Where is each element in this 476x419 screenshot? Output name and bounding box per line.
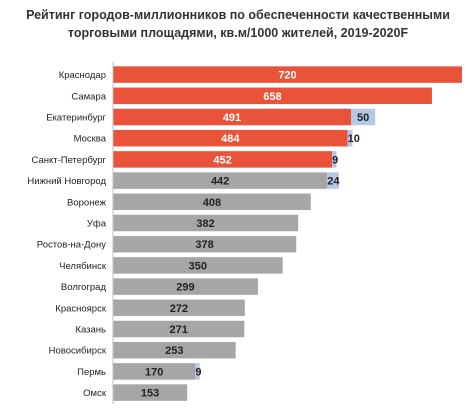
increment-bar <box>350 108 376 126</box>
category-label: Красноярск <box>55 303 107 314</box>
bar-value-label: 299 <box>176 282 194 294</box>
category-label: Санкт-Петербург <box>31 155 106 166</box>
bar <box>113 363 196 380</box>
bar <box>113 108 351 126</box>
bar <box>113 320 245 338</box>
bar <box>113 214 299 232</box>
chart-title-line-1: Рейтинг городов-миллионников по обеспече… <box>26 8 450 22</box>
chart-title-line-2: торговыми площадями, кв.м/1000 жителей, … <box>67 26 409 40</box>
bar-value-label: 170 <box>145 366 163 378</box>
increment-value-label: 10 <box>348 133 360 145</box>
category-label: Уфа <box>87 219 107 230</box>
bar-value-label: 271 <box>170 324 188 336</box>
category-label: Челябинск <box>59 261 107 272</box>
category-label: Москва <box>74 134 107 145</box>
bar <box>113 341 236 359</box>
increment-value-label: 24 <box>327 176 340 188</box>
bar <box>113 87 432 105</box>
bar-value-label: 382 <box>196 218 214 230</box>
category-label: Ростов-на-Дону <box>37 240 106 251</box>
bar-value-label: 253 <box>165 345 183 357</box>
category-label: Екатеринбург <box>46 113 106 124</box>
category-label: Краснодар <box>59 70 106 81</box>
chart-title: Рейтинг городов-миллионников по обеспече… <box>0 6 476 42</box>
bar-value-label: 720 <box>278 70 296 82</box>
bar-value-label: 484 <box>221 133 240 145</box>
bar <box>113 193 311 211</box>
increment-bar <box>347 129 353 147</box>
category-label: Нижний Новгород <box>27 176 106 187</box>
increment-bar <box>327 172 339 189</box>
bar-value-label: 153 <box>141 388 159 400</box>
bar-value-label: 350 <box>189 260 207 272</box>
bar-value-label: 272 <box>170 303 188 315</box>
bar-value-label: 378 <box>195 239 213 251</box>
category-label: Волгоград <box>61 282 107 293</box>
increment-value-label: 50 <box>357 112 369 124</box>
bar <box>113 129 348 147</box>
bar <box>113 235 297 253</box>
category-label: Самара <box>71 91 106 102</box>
bar-value-label: 442 <box>211 176 229 188</box>
category-label: Казань <box>75 325 106 336</box>
category-label: Пермь <box>77 367 106 378</box>
increment-bar <box>332 151 337 168</box>
bar-value-label: 491 <box>223 112 241 124</box>
bar-value-label: 408 <box>203 197 221 209</box>
bar <box>113 151 333 168</box>
bar <box>113 257 283 274</box>
bar-value-label: 452 <box>213 154 231 166</box>
bar <box>113 299 245 317</box>
increment-bar <box>195 363 200 380</box>
increment-value-label: 9 <box>195 366 201 378</box>
bar <box>113 384 188 401</box>
category-label: Воронеж <box>67 197 107 208</box>
increment-value-label: 9 <box>332 154 338 166</box>
bar <box>113 172 328 189</box>
bar <box>113 66 462 83</box>
bar-value-label: 658 <box>263 91 281 103</box>
category-label: Новосибирск <box>49 346 107 357</box>
category-label: Омск <box>83 388 107 399</box>
bar <box>113 278 258 295</box>
